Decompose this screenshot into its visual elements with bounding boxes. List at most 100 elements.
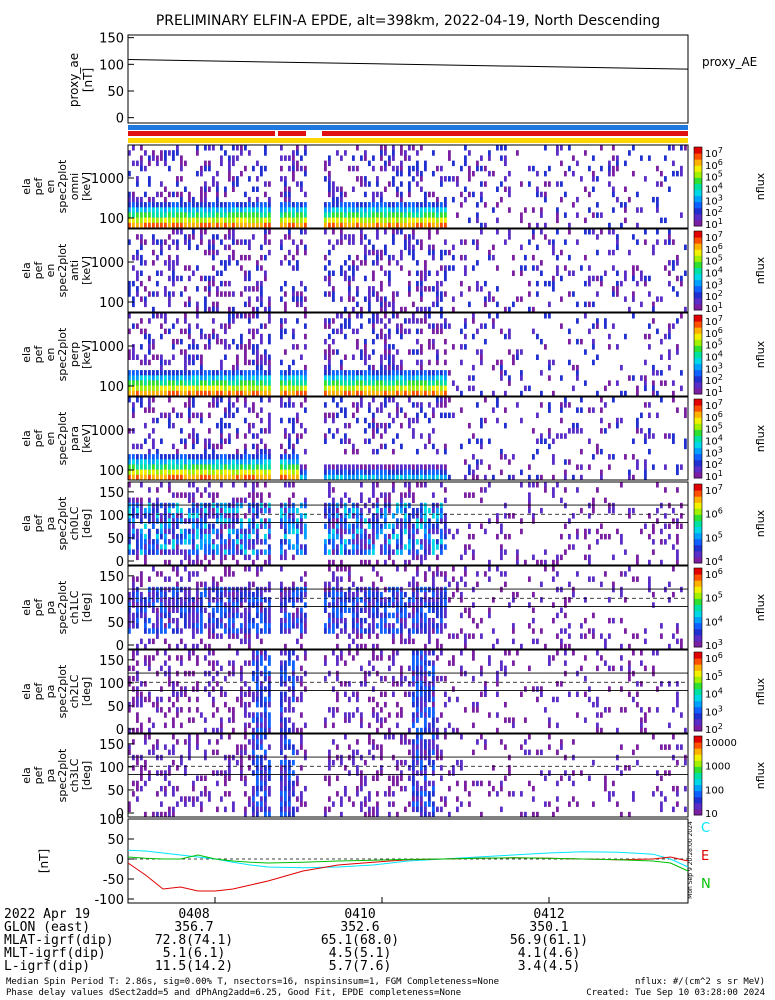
spectro-cell bbox=[600, 229, 603, 235]
spectro-cell bbox=[340, 539, 343, 545]
spectro-cell bbox=[444, 397, 447, 403]
spectro-cell bbox=[568, 544, 571, 550]
spectro-cell bbox=[164, 539, 167, 545]
spectro-cell bbox=[636, 280, 639, 287]
proxy-ae-ytick-label: 50 bbox=[107, 85, 124, 100]
spectro-cell bbox=[136, 176, 139, 182]
spectro-cell bbox=[680, 280, 683, 287]
spectro-cell bbox=[640, 375, 643, 381]
spectro-cell bbox=[268, 544, 271, 550]
spectro-cell bbox=[296, 318, 299, 324]
spectro-cell bbox=[252, 602, 255, 608]
spectro-cell bbox=[408, 270, 411, 276]
spectro-cell bbox=[588, 559, 591, 566]
spectro-cell bbox=[132, 528, 135, 535]
spectro-cell bbox=[236, 390, 239, 397]
spectro-cell bbox=[532, 628, 535, 634]
spectro-cell bbox=[672, 507, 675, 514]
spectro-cell bbox=[344, 539, 347, 545]
spectro-cell bbox=[264, 454, 267, 460]
spectro-cell bbox=[400, 528, 403, 535]
spectro-cell bbox=[132, 497, 135, 504]
spectro-cell bbox=[464, 333, 467, 340]
spectro-cell bbox=[252, 454, 255, 460]
spectro-cell bbox=[224, 280, 227, 287]
spectro-cell bbox=[536, 291, 539, 297]
spectro-cell bbox=[176, 581, 179, 588]
spectro-cell bbox=[148, 318, 151, 324]
spectro-cell bbox=[204, 443, 207, 450]
spectro-cell bbox=[156, 518, 159, 524]
spectro-cell bbox=[284, 402, 287, 408]
spectro-cell bbox=[612, 207, 615, 213]
spectro-cell bbox=[188, 397, 191, 403]
spectro-cell bbox=[132, 349, 135, 355]
spectro-cell bbox=[296, 260, 299, 266]
spectro-cell bbox=[352, 306, 355, 313]
spectro-cell bbox=[436, 390, 439, 397]
spectro-cell bbox=[424, 549, 427, 555]
spectro-cell bbox=[152, 260, 155, 266]
spectro-cell bbox=[192, 390, 195, 397]
spectro-cell bbox=[392, 207, 395, 213]
spectro-cell bbox=[416, 623, 419, 629]
spectro-cell bbox=[176, 643, 179, 650]
spectro-cell bbox=[340, 390, 343, 397]
spectro-cell bbox=[216, 385, 219, 392]
spectro-cell bbox=[192, 497, 195, 504]
spectro-cell bbox=[372, 318, 375, 324]
spectro-cell bbox=[640, 412, 643, 419]
spectro-cell bbox=[216, 390, 219, 397]
spectro-ylabel: spec2plot bbox=[56, 243, 69, 297]
spectro-cell bbox=[144, 407, 147, 413]
spectro-cell bbox=[216, 422, 219, 429]
spectro-cell bbox=[388, 628, 391, 634]
spectro-cell bbox=[412, 318, 415, 324]
spectro-cell bbox=[388, 280, 391, 287]
spectro-cell bbox=[268, 207, 271, 213]
spectro-cell bbox=[180, 160, 183, 167]
spectro-cell bbox=[196, 150, 199, 156]
spectro-cell bbox=[136, 207, 139, 213]
spectro-cell bbox=[252, 597, 255, 603]
spectro-cell bbox=[396, 566, 399, 572]
spectro-cell bbox=[340, 438, 343, 444]
spectro-cell bbox=[520, 370, 523, 376]
spectro-cell bbox=[412, 254, 415, 261]
spectro-cell bbox=[432, 412, 435, 419]
spectro-cell bbox=[444, 196, 447, 203]
spectro-cell bbox=[228, 513, 231, 519]
spectro-cell bbox=[176, 370, 179, 376]
spectro-cell bbox=[384, 428, 387, 434]
spectro-cell bbox=[620, 417, 623, 424]
spectro-cell bbox=[396, 191, 399, 198]
spectro-cell bbox=[284, 448, 287, 455]
spectro-cell bbox=[208, 202, 211, 208]
spectro-cell bbox=[284, 591, 287, 598]
spectro-cell bbox=[328, 412, 331, 419]
spectro-cell bbox=[204, 181, 207, 187]
spectro-cell bbox=[168, 607, 171, 613]
colorbar-frame bbox=[693, 483, 703, 564]
spectro-cell bbox=[328, 349, 331, 355]
spectro-cell bbox=[468, 301, 471, 308]
spectro-cell bbox=[396, 165, 399, 172]
spectro-cell bbox=[360, 482, 363, 488]
spectro-cell bbox=[364, 385, 367, 392]
spectro-cell bbox=[376, 633, 379, 639]
spectro-cell bbox=[468, 464, 471, 470]
spectro-cell bbox=[160, 459, 163, 465]
spectro-cell bbox=[332, 586, 335, 593]
spectro-cell bbox=[296, 222, 299, 229]
spectro-cell bbox=[260, 217, 263, 224]
spectro-cell bbox=[148, 370, 151, 376]
spectro-cell bbox=[348, 380, 351, 386]
spectro-cell bbox=[332, 518, 335, 524]
spectro-cell bbox=[388, 507, 391, 514]
spectro-cell bbox=[616, 160, 619, 167]
spectro-ylabel: pef bbox=[32, 514, 45, 533]
spectro-cell bbox=[240, 628, 243, 634]
spectro-cell bbox=[164, 607, 167, 613]
spectro-cell bbox=[496, 518, 499, 524]
spectro-cell bbox=[372, 202, 375, 208]
